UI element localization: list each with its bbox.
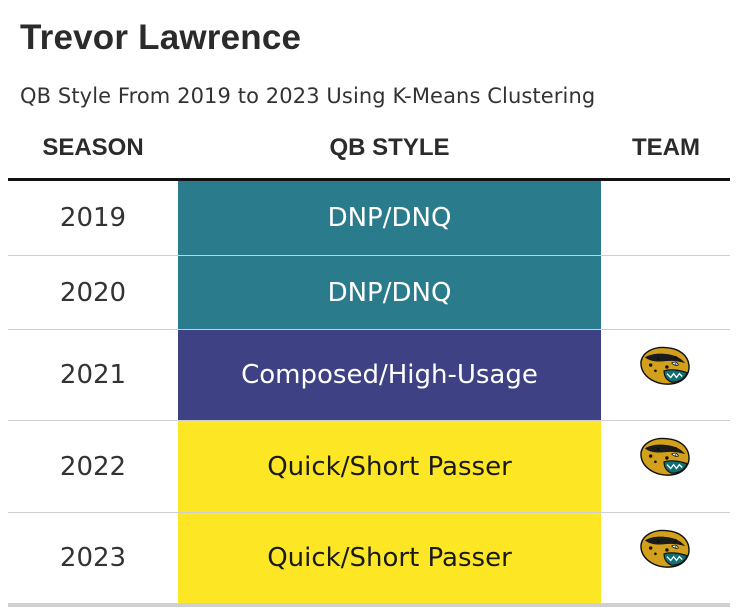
season-cell: 2023 — [59, 543, 127, 573]
qb-style-cell: DNP/DNQ — [178, 181, 601, 255]
table-row: 2020 DNP/DNQ — [8, 256, 730, 330]
column-header-team: TEAM — [632, 134, 700, 161]
table-bottom-rule — [8, 603, 730, 607]
chart-subtitle: QB Style From 2019 to 2023 Using K-Means… — [20, 84, 596, 108]
jaguar-head-icon — [640, 529, 690, 568]
table-row: 2021 Composed/High-Usage — [8, 330, 730, 421]
qb-style-cell: Quick/Short Passer — [178, 513, 601, 603]
chart-title: Trevor Lawrence — [20, 18, 302, 57]
season-cell: 2021 — [59, 360, 127, 390]
header-divider — [8, 178, 730, 181]
row-divider — [8, 255, 730, 256]
team-cell — [601, 421, 730, 512]
row-divider — [8, 512, 730, 513]
qb-style-cell: Composed/High-Usage — [178, 330, 601, 420]
team-cell — [601, 181, 730, 255]
season-cell: 2020 — [59, 277, 127, 308]
jaguar-head-icon — [640, 346, 690, 385]
column-header-season: SEASON — [42, 134, 144, 161]
qb-style-cell: DNP/DNQ — [178, 256, 601, 329]
season-cell: 2019 — [59, 203, 127, 233]
row-divider — [8, 329, 730, 330]
column-header-qb-style: QB STYLE — [329, 134, 450, 161]
jaguar-head-icon — [640, 437, 690, 476]
team-cell — [601, 256, 730, 329]
team-cell — [601, 330, 730, 420]
table-row: 2022 Quick/Short Passer — [8, 421, 730, 513]
row-divider — [8, 420, 730, 421]
qb-style-cell: Quick/Short Passer — [178, 421, 601, 512]
team-cell — [601, 513, 730, 603]
table-row: 2019 DNP/DNQ — [8, 181, 730, 256]
season-cell: 2022 — [59, 451, 127, 482]
table-row: 2023 Quick/Short Passer — [8, 513, 730, 603]
